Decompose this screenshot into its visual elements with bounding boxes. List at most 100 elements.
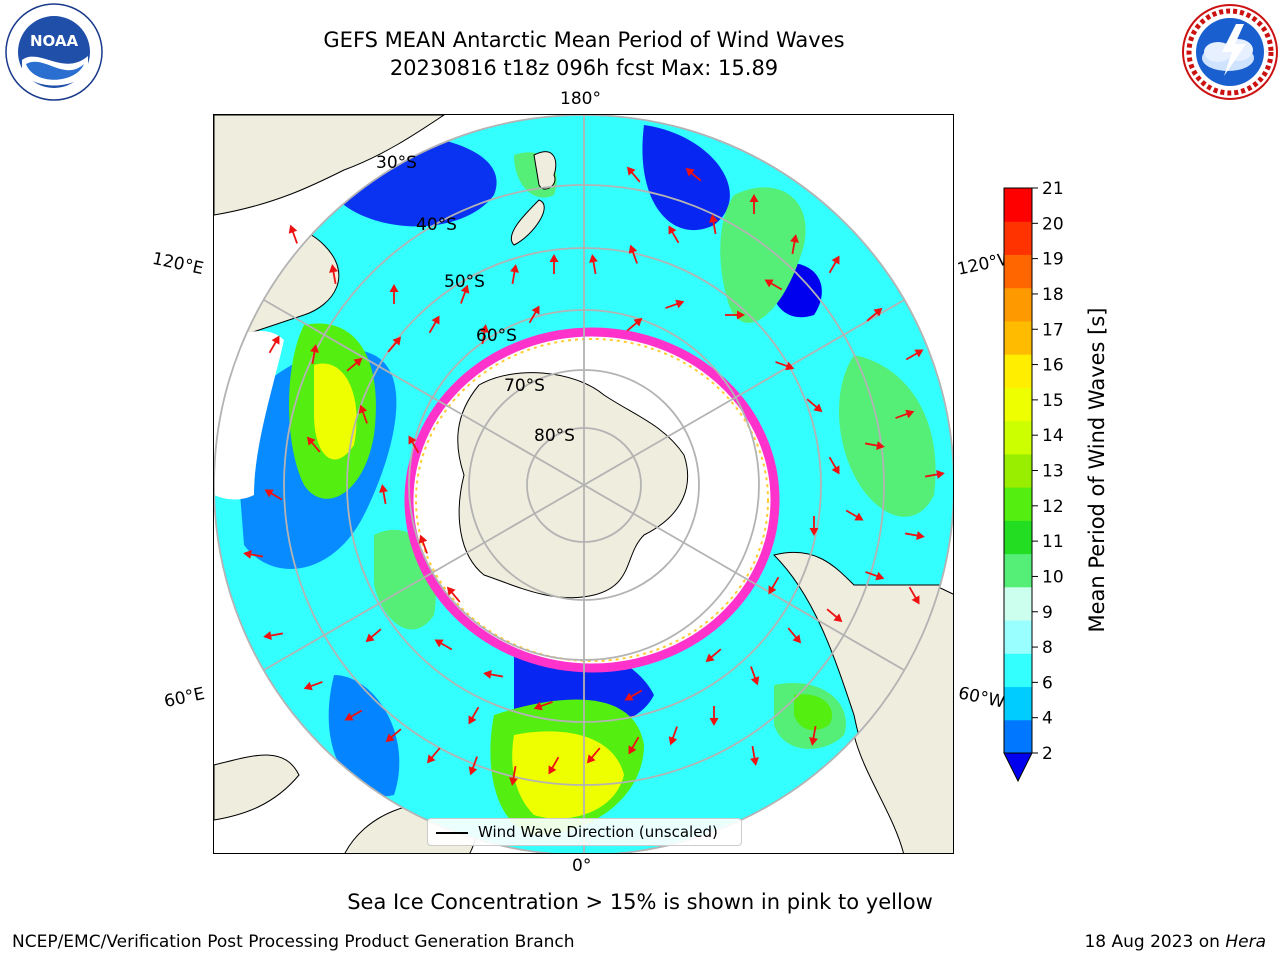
wave-direction-arrow: [306, 436, 321, 453]
lat-label-70s: 70°S: [504, 376, 545, 396]
wave-direction-arrow: [468, 706, 480, 725]
lat-labels: 30°S 40°S 50°S 60°S 70°S 80°S: [376, 153, 575, 446]
lat-label-30s: 30°S: [376, 153, 417, 173]
generation-date: 18 Aug 2023 on Hera: [1084, 932, 1266, 952]
colorbar-tick-label: 4: [1042, 709, 1053, 729]
wave-direction-arrow: [387, 336, 402, 353]
colorbar-segment: [1004, 188, 1032, 222]
wave-direction-arrow: [480, 324, 489, 345]
wave-direction-arrow: [389, 284, 399, 304]
wave-direction-arrow: [628, 736, 640, 755]
lon-label-60e: 60°E: [162, 683, 207, 713]
machine-name: Hera: [1225, 932, 1266, 952]
colorbar-tick-label: 2: [1042, 744, 1053, 764]
wave-direction-arrow: [426, 747, 441, 764]
wave-direction-arrow: [750, 745, 759, 766]
colorbar-segment: [1004, 453, 1032, 488]
graticule: [214, 115, 953, 853]
wave-direction-arrow: [668, 225, 680, 244]
wave-direction-arrow: [790, 234, 799, 255]
wave-direction-arrow: [548, 756, 560, 775]
wave-direction-arrow: [668, 726, 678, 746]
wave-direction-arrow: [787, 627, 802, 644]
colorbar-segment: [1004, 254, 1032, 289]
colorbar-tick-label: 12: [1042, 497, 1064, 517]
colorbar-tick-label: 8: [1042, 638, 1053, 658]
wave-direction-arrow: [845, 509, 864, 521]
colorbar-segment: [1004, 320, 1032, 355]
colorbar-tick-label: 15: [1042, 391, 1064, 411]
noaa-logo: NOAA: [5, 3, 103, 101]
wave-direction-arrow: [826, 608, 843, 623]
legend-line-swatch: [436, 832, 468, 834]
noaa-logo-text: NOAA: [30, 32, 79, 50]
colorbar-tick-label: 19: [1042, 250, 1064, 270]
wave-direction-arrow: [665, 299, 685, 309]
wave-direction-arrow: [358, 404, 368, 424]
wave-direction-arrow: [288, 224, 298, 244]
wave-direction-arrow: [764, 279, 783, 291]
wave-direction-arrow: [446, 586, 461, 603]
lat-label-80s: 80°S: [534, 426, 575, 446]
wave-direction-arrow: [904, 531, 925, 540]
wave-direction-arrow: [809, 725, 818, 746]
wave-direction-arrow: [533, 701, 553, 711]
wave-direction-arrow: [418, 534, 428, 554]
colorbar: 2 4 6 8 9 10 11 12 13 14 15 16 17 18 19 20 21: [1003, 180, 1064, 783]
wave-direction-arrow: [468, 756, 478, 776]
colorbar-tick-label: 16: [1042, 356, 1064, 376]
wave-direction-arrow: [626, 317, 643, 332]
wave-direction-arrow: [460, 284, 470, 304]
arrow-legend: Wind Wave Direction (unscaled): [427, 818, 742, 846]
wave-direction-arrow: [549, 254, 559, 274]
wave-direction-arrow: [908, 586, 920, 605]
polar-map: 30°S 40°S 50°S 60°S 70°S 80°S: [214, 115, 953, 853]
colorbar-tick-label: 20: [1042, 214, 1064, 234]
wave-direction-arrow: [329, 264, 338, 285]
colorbar-segment: [1004, 620, 1032, 654]
wave-direction-arrow: [586, 747, 601, 764]
colorbar-segment: [1004, 653, 1032, 688]
wave-direction-arrow: [628, 244, 638, 264]
lat-label-50s: 50°S: [444, 272, 485, 292]
colorbar-segment: [1004, 487, 1032, 521]
colorbar-tick-label: 6: [1042, 673, 1053, 693]
wave-direction-arrow: [905, 349, 924, 361]
colorbar-segment: [1004, 553, 1032, 588]
colorbar-segment: [1004, 387, 1032, 422]
wave-direction-arrow: [750, 666, 760, 686]
nws-logo: [1182, 4, 1278, 100]
wave-direction-arrow: [865, 571, 885, 581]
wave-direction-arrow: [924, 470, 945, 479]
lat-label-60s: 60°S: [476, 326, 517, 346]
wave-direction-arrow: [705, 648, 722, 663]
colorbar-label: Mean Period of Wind Waves [s]: [1085, 307, 1109, 633]
wave-direction-arrow: [895, 409, 915, 419]
colorbar-underflow: [1003, 752, 1033, 783]
lon-label-180: 180°: [560, 89, 601, 109]
colorbar-segment: [1004, 686, 1032, 721]
colorbar-tick-label: 13: [1042, 462, 1064, 482]
colorbar-segment: [1004, 287, 1032, 322]
wave-direction-arrow: [809, 516, 819, 536]
sea-ice-note: Sea Ice Concentration > 15% is shown in …: [347, 890, 933, 914]
map-panel: 30°S 40°S 50°S 60°S 70°S 80°S: [213, 114, 954, 854]
wave-direction-arrow: [344, 709, 363, 721]
colorbar-tick-label: 17: [1042, 320, 1064, 340]
wave-direction-arrow: [866, 307, 883, 322]
wave-direction-arrow: [709, 214, 718, 235]
wave-direction-arrow: [303, 681, 323, 691]
wave-direction-arrow: [434, 639, 453, 651]
wave-direction-arrow: [749, 194, 759, 214]
colorbar-tick-label: 11: [1042, 532, 1064, 552]
wind-wave-arrows: [243, 166, 945, 786]
lon-label-0: 0°: [572, 856, 592, 876]
colorbar-segment: [1004, 520, 1032, 555]
wave-direction-arrow: [268, 335, 280, 354]
colorbar-tick-label: 21: [1042, 180, 1064, 199]
wave-direction-arrow: [264, 489, 283, 501]
wave-direction-arrow: [510, 264, 519, 285]
wave-direction-arrow: [775, 361, 795, 371]
wave-direction-arrow: [509, 765, 518, 786]
wave-direction-arrow: [243, 550, 264, 559]
